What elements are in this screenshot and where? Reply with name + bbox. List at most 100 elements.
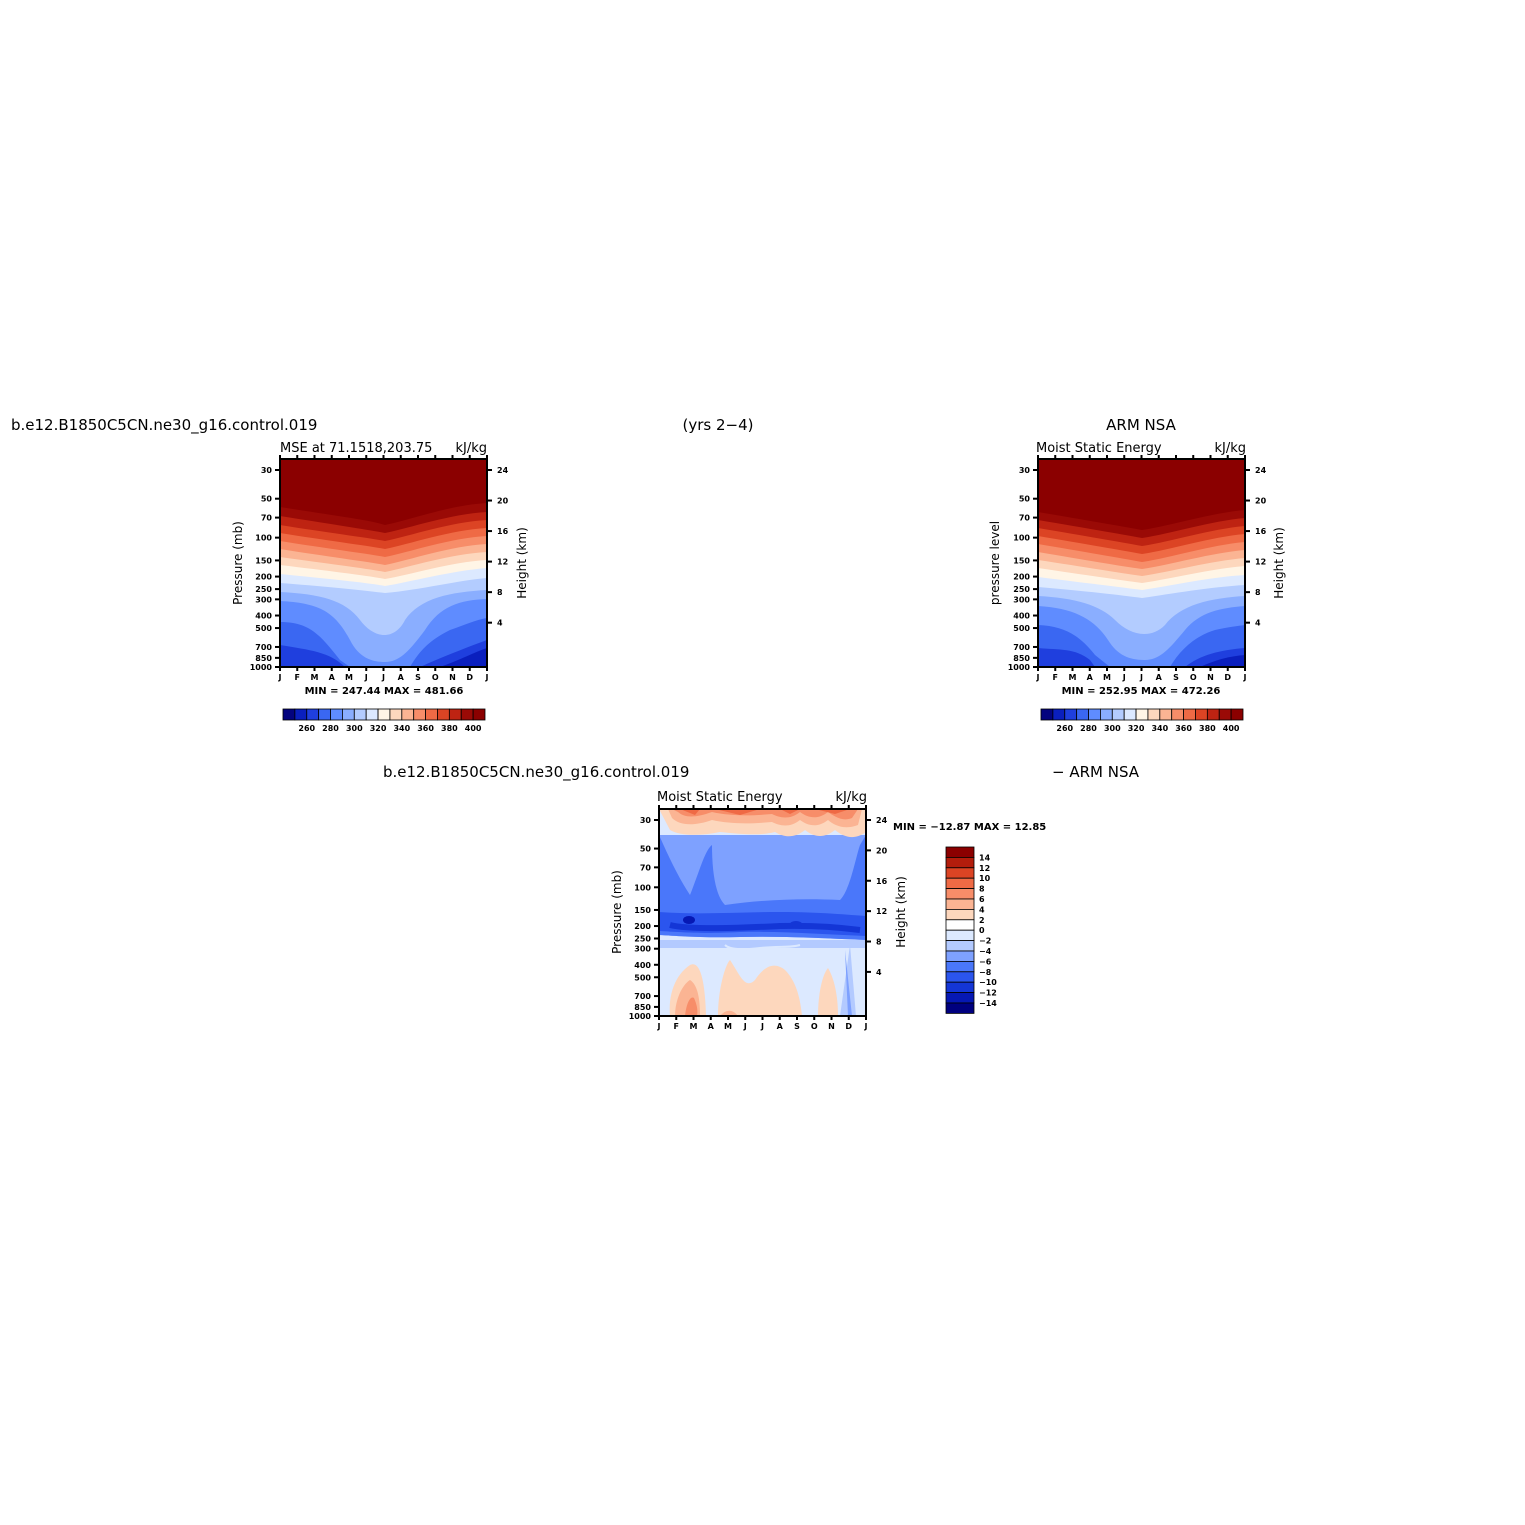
colorbar-swatch	[448, 708, 462, 721]
colorbar-swatch	[945, 909, 975, 921]
height-tick-label: 20	[876, 846, 888, 855]
colorbar-swatch	[945, 919, 975, 931]
x-tick-label: O	[432, 673, 439, 682]
x-tick-label: M	[1103, 673, 1111, 682]
colorbar-swatch	[945, 961, 975, 973]
x-tick-label: S	[1173, 673, 1179, 682]
colorbar-swatch	[945, 940, 975, 952]
model-min-max: MIN = 247.44 MAX = 481.66	[305, 686, 464, 697]
colorbar-swatch	[945, 877, 975, 890]
colorbar-swatch	[353, 708, 367, 721]
diff-height-axis: 24 20 16 12 8 4	[866, 816, 888, 977]
model-panel-units: kJ/kg	[455, 441, 487, 456]
colorbar-swatch	[1064, 708, 1078, 721]
colorbar-label: 2	[979, 916, 985, 925]
diff-contour-field	[659, 809, 866, 1016]
colorbar-label: 300	[346, 724, 363, 733]
model-y-axis-label: Pressure (mb)	[231, 521, 245, 605]
x-tick-label: F	[674, 1022, 679, 1031]
height-tick-label: 8	[876, 938, 882, 947]
colorbar-swatch	[1218, 708, 1232, 721]
y-tick-label: 300	[1013, 595, 1030, 604]
colorbar-label: −8	[979, 968, 992, 977]
obs-height-axis: 24 20 16 12 8 4	[1245, 466, 1267, 628]
y-tick-label: 400	[1013, 612, 1030, 621]
x-tick-label: D	[466, 673, 473, 682]
model-panel-title: MSE at 71.1518,203.75	[280, 441, 432, 456]
diff-panel-title: Moist Static Energy	[657, 790, 783, 805]
diff-case-header: b.e12.B1850C5CN.ne30_g16.control.019	[383, 763, 689, 782]
y-tick-label: 150	[1013, 556, 1030, 565]
x-tick-label: J	[1139, 673, 1143, 682]
colorbar-swatch	[945, 857, 975, 869]
colorbar-swatch	[945, 888, 975, 900]
colorbar-label: 280	[322, 724, 339, 733]
x-tick-label: J	[364, 673, 368, 682]
colorbar-swatch	[1171, 708, 1184, 721]
obs-name-header: ARM NSA	[1106, 416, 1176, 434]
y-tick-label: 30	[261, 466, 273, 475]
y-tick-label: 100	[255, 534, 272, 543]
colorbar-label: 260	[1056, 724, 1073, 733]
colorbar-swatch	[1100, 708, 1113, 721]
x-tick-label: J	[657, 1022, 661, 1031]
colorbar-label: −14	[979, 999, 997, 1008]
x-tick-label: N	[1207, 673, 1214, 682]
x-tick-label: A	[708, 1022, 715, 1031]
colorbar-swatch	[330, 708, 343, 721]
obs-min-max: MIN = 252.95 MAX = 472.26	[1062, 686, 1221, 697]
colorbar-label: 400	[1223, 724, 1240, 733]
colorbar-label: −10	[979, 978, 997, 987]
height-tick-label: 24	[1255, 466, 1267, 475]
y-tick-label: 150	[634, 906, 651, 915]
obs-contour-field	[1038, 459, 1245, 667]
colorbar-label: 300	[1104, 724, 1121, 733]
colorbar-swatch	[425, 708, 438, 721]
height-tick-label: 16	[876, 877, 888, 886]
y-tick-label: 50	[640, 845, 652, 854]
y-tick-label: 250	[255, 585, 272, 594]
obs-panel-title: Moist Static Energy	[1036, 441, 1162, 456]
colorbar-swatch	[1123, 708, 1137, 721]
height-tick-label: 4	[497, 619, 503, 628]
colorbar-swatch	[460, 708, 474, 721]
colorbar-swatch	[342, 708, 355, 721]
colorbar-swatch	[1135, 708, 1149, 721]
y-tick-label: 400	[634, 961, 651, 970]
x-tick-label: O	[811, 1022, 818, 1031]
colorbar-label: −12	[979, 989, 997, 998]
colorbar-label: 400	[465, 724, 482, 733]
x-tick-label: D	[845, 1022, 852, 1031]
colorbar-label: 380	[441, 724, 458, 733]
x-tick-label: A	[398, 673, 405, 682]
model-colorbar: 260 280 300 320 340 360 380 400	[282, 708, 486, 733]
x-tick-label: J	[1122, 673, 1126, 682]
colorbar-label: 340	[1151, 724, 1168, 733]
y-tick-label: 100	[634, 883, 651, 892]
y-tick-label: 50	[1019, 495, 1031, 504]
years-header: (yrs 2−4)	[683, 416, 754, 434]
x-tick-label: O	[1190, 673, 1197, 682]
colorbar-swatch	[401, 708, 415, 721]
y-tick-label: 700	[255, 643, 272, 652]
x-tick-label: A	[329, 673, 336, 682]
height-tick-label: 24	[497, 466, 509, 475]
x-tick-label: J	[760, 1022, 764, 1031]
y-tick-label: 100	[1013, 534, 1030, 543]
colorbar-swatch	[1147, 708, 1161, 721]
x-tick-label: J	[381, 673, 385, 682]
y-tick-label: 250	[1013, 585, 1030, 594]
colorbar-label: 14	[979, 853, 991, 862]
x-tick-label: A	[1156, 673, 1163, 682]
x-tick-label: A	[1087, 673, 1094, 682]
colorbar-label: 380	[1199, 724, 1216, 733]
obs-panel-units: kJ/kg	[1214, 441, 1246, 456]
height-tick-label: 12	[1255, 558, 1266, 567]
x-tick-label: F	[295, 673, 300, 682]
x-tick-label: N	[449, 673, 456, 682]
y-tick-label: 30	[640, 816, 652, 825]
